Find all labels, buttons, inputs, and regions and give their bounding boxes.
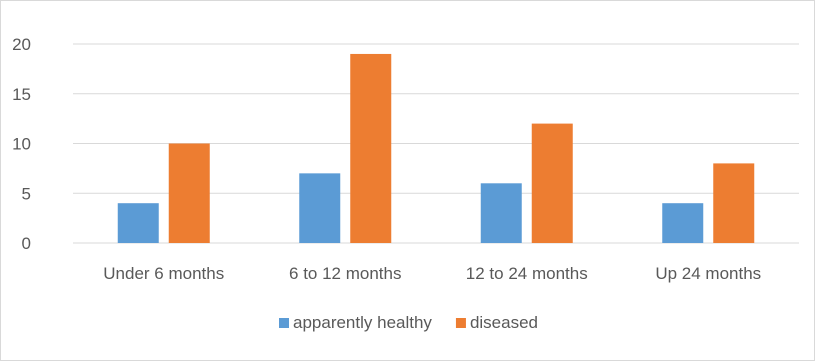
legend-swatch-apparently-healthy bbox=[279, 318, 289, 328]
bar-apparently-healthy-2 bbox=[480, 183, 522, 243]
y-tick-label: 5 bbox=[22, 184, 31, 203]
y-tick-label: 10 bbox=[12, 135, 31, 154]
bar-diseased-3 bbox=[713, 163, 755, 243]
legend-swatch-diseased bbox=[455, 318, 466, 328]
bar-diseased-2 bbox=[531, 123, 573, 243]
bar-apparently-healthy-3 bbox=[662, 203, 704, 243]
bar-diseased-0 bbox=[168, 143, 210, 243]
legend-label-apparently-healthy: apparently healthy bbox=[293, 313, 432, 332]
y-axis-tick-labels: 0 5 10 15 20 bbox=[12, 35, 31, 253]
bar-apparently-healthy-0 bbox=[117, 203, 159, 243]
legend: apparently healthy diseased bbox=[279, 313, 538, 332]
y-tick-label: 15 bbox=[12, 85, 31, 104]
y-tick-label: 20 bbox=[12, 35, 31, 54]
y-tick-label: 0 bbox=[22, 234, 31, 253]
x-axis-tick-labels: Under 6 months 6 to 12 months 12 to 24 mon… bbox=[103, 264, 761, 283]
x-tick-label: Under 6 months bbox=[103, 264, 224, 283]
x-tick-label: 6 to 12 months bbox=[289, 264, 401, 283]
x-tick-label: Up 24 months bbox=[655, 264, 761, 283]
legend-label-diseased: diseased bbox=[470, 313, 538, 332]
x-tick-label: 12 to 24 months bbox=[466, 264, 588, 283]
bar-diseased-1 bbox=[350, 53, 392, 244]
bar-apparently-healthy-1 bbox=[299, 173, 341, 243]
bars bbox=[117, 53, 755, 244]
